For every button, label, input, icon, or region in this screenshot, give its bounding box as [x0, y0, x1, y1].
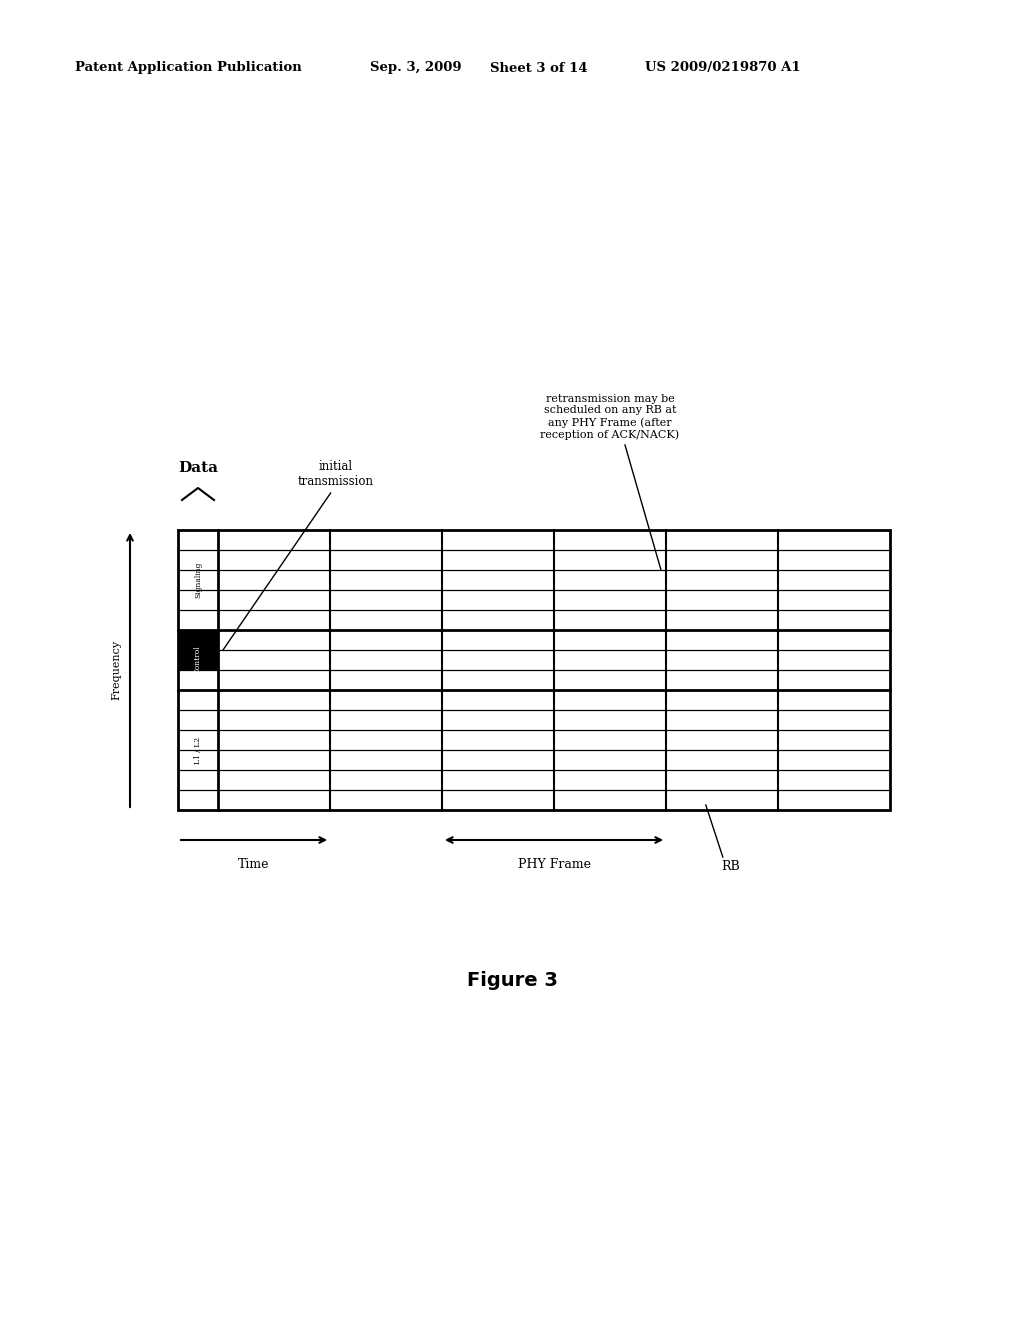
Text: Control: Control [194, 645, 202, 675]
Text: L1 / L2: L1 / L2 [194, 737, 202, 763]
Text: RB: RB [721, 861, 739, 873]
Text: retransmission may be
scheduled on any RB at
any PHY Frame (after
reception of A: retransmission may be scheduled on any R… [541, 393, 680, 440]
Text: Data: Data [178, 461, 218, 475]
Text: initial
transmission: initial transmission [298, 459, 374, 488]
Text: PHY Frame: PHY Frame [517, 858, 591, 871]
Text: Figure 3: Figure 3 [467, 970, 557, 990]
Bar [178, 531, 890, 810]
Text: Patent Application Publication: Patent Application Publication [75, 62, 302, 74]
Text: Time: Time [239, 858, 269, 871]
Text: Sheet 3 of 14: Sheet 3 of 14 [490, 62, 588, 74]
Text: Signaling: Signaling [194, 562, 202, 598]
Text: Frequency: Frequency [111, 640, 121, 700]
Text: Sep. 3, 2009: Sep. 3, 2009 [370, 62, 462, 74]
Text: US 2009/0219870 A1: US 2009/0219870 A1 [645, 62, 801, 74]
Bar [178, 630, 218, 671]
